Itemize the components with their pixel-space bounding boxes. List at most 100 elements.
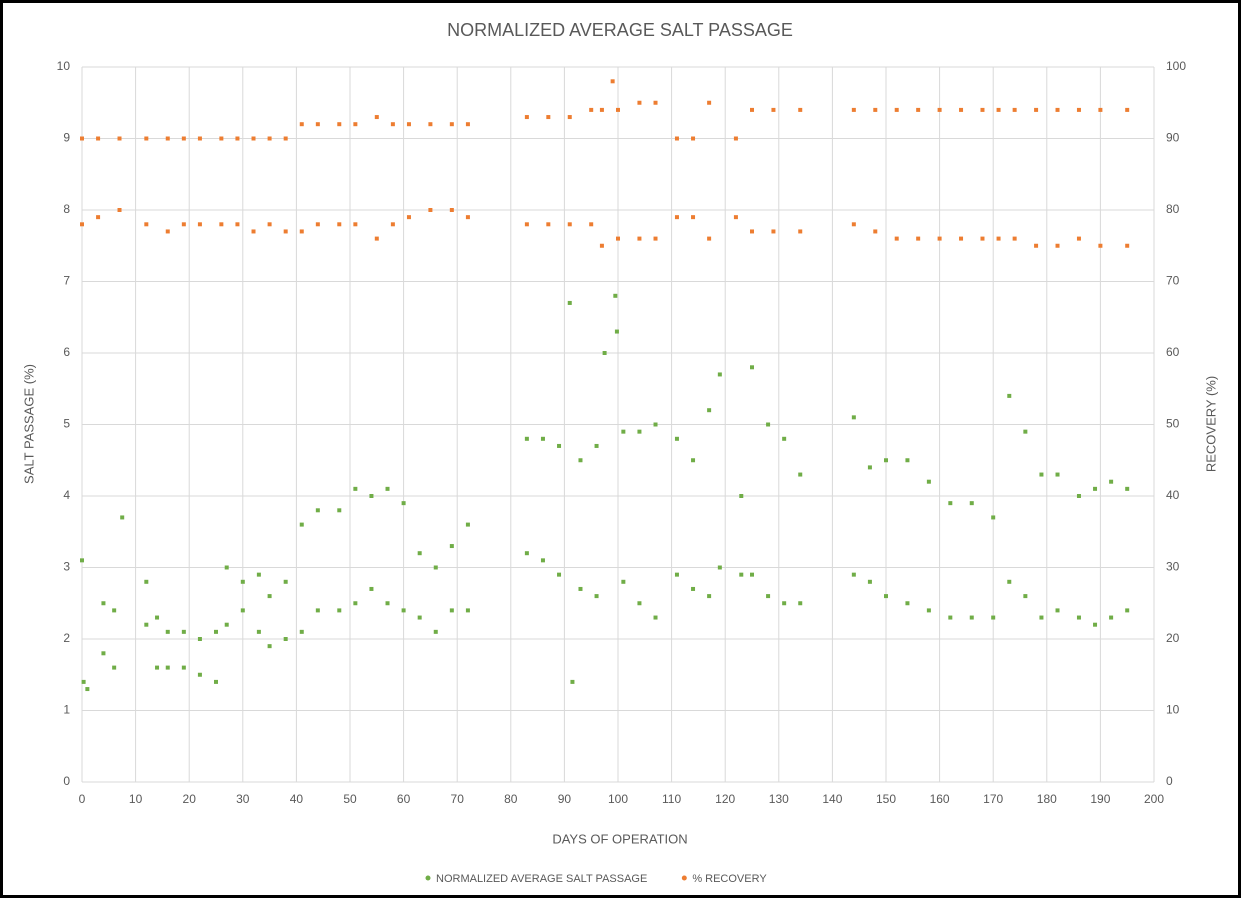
y-tick-label: 5	[63, 417, 70, 431]
data-point	[916, 236, 921, 241]
data-point	[653, 100, 658, 105]
data-point	[214, 679, 218, 684]
data-point	[589, 222, 594, 227]
data-point	[1109, 479, 1114, 484]
data-point	[80, 558, 84, 563]
legend-marker	[425, 875, 431, 881]
data-point	[337, 222, 342, 227]
data-point	[674, 136, 679, 141]
data-point	[251, 229, 256, 234]
data-point	[1076, 494, 1081, 498]
data-point	[937, 107, 942, 112]
data-point	[267, 644, 272, 649]
data-point	[771, 229, 776, 234]
x-tick-label: 140	[822, 792, 842, 806]
x-tick-label: 190	[1090, 792, 1110, 806]
data-point	[417, 551, 422, 556]
data-point	[613, 293, 618, 298]
data-point	[540, 558, 545, 563]
data-point	[165, 629, 170, 634]
y-tick-label: 1	[63, 703, 70, 717]
data-point	[417, 615, 422, 620]
data-point	[867, 579, 872, 584]
y-tick-label: 7	[63, 274, 70, 288]
data-point	[1093, 486, 1098, 491]
data-point	[1125, 486, 1130, 491]
data-point	[766, 594, 771, 599]
data-point	[390, 122, 395, 127]
data-point	[637, 236, 642, 241]
data-point	[465, 122, 470, 127]
data-point	[449, 208, 454, 212]
data-point	[798, 107, 803, 112]
data-point	[406, 122, 411, 127]
data-point	[996, 107, 1001, 112]
data-point	[717, 372, 722, 377]
data-point	[524, 551, 529, 556]
data-point	[894, 107, 899, 112]
data-point	[401, 608, 406, 613]
data-point	[707, 100, 712, 105]
data-point	[353, 601, 358, 606]
data-point	[1076, 615, 1081, 620]
data-point	[1012, 236, 1017, 241]
data-point	[616, 236, 620, 241]
data-point	[1055, 107, 1060, 112]
data-point	[798, 229, 803, 234]
data-point	[337, 122, 342, 127]
data-point	[540, 436, 545, 441]
data-point	[589, 107, 594, 112]
data-point	[546, 222, 551, 227]
data-point	[884, 458, 888, 463]
x-tick-label: 60	[397, 792, 411, 806]
data-point	[385, 486, 390, 491]
data-point	[733, 136, 738, 141]
data-point	[691, 458, 696, 463]
data-point	[610, 79, 615, 84]
data-point	[1055, 608, 1060, 613]
data-point	[144, 136, 149, 141]
data-point	[766, 422, 771, 427]
data-point	[369, 586, 374, 591]
data-point	[181, 629, 186, 634]
x-tick-label: 0	[79, 792, 86, 806]
x-tick-label: 90	[558, 792, 572, 806]
data-point	[1034, 107, 1039, 112]
data-point	[144, 222, 149, 227]
data-point	[1098, 107, 1103, 112]
data-point	[653, 615, 658, 620]
data-point	[1109, 615, 1114, 620]
data-point	[873, 107, 878, 112]
y-tick-label: 2	[63, 631, 70, 645]
y-tick-label: 8	[63, 202, 70, 216]
data-point	[465, 215, 470, 220]
data-point	[315, 608, 320, 613]
data-point	[578, 458, 583, 463]
x-tick-label: 80	[504, 792, 518, 806]
data-point	[599, 243, 604, 248]
data-point	[798, 601, 803, 606]
data-point	[905, 601, 910, 606]
x-tick-label: 10	[129, 792, 143, 806]
data-point	[465, 608, 470, 613]
data-point	[256, 572, 261, 577]
data-point	[750, 572, 754, 577]
data-point	[570, 679, 575, 684]
data-point	[691, 136, 696, 141]
data-point	[991, 615, 996, 620]
data-point	[1125, 243, 1130, 248]
data-point	[267, 222, 272, 227]
data-point	[96, 215, 101, 220]
data-point	[733, 215, 738, 220]
data-point	[299, 229, 304, 234]
data-point	[1125, 608, 1130, 613]
data-point	[782, 436, 787, 441]
data-point	[602, 351, 607, 355]
data-point	[385, 601, 390, 606]
data-point	[299, 629, 304, 634]
x-tick-label: 120	[715, 792, 735, 806]
data-point	[739, 494, 744, 498]
data-point	[926, 479, 931, 484]
data-point	[235, 222, 240, 227]
data-point	[112, 608, 117, 613]
